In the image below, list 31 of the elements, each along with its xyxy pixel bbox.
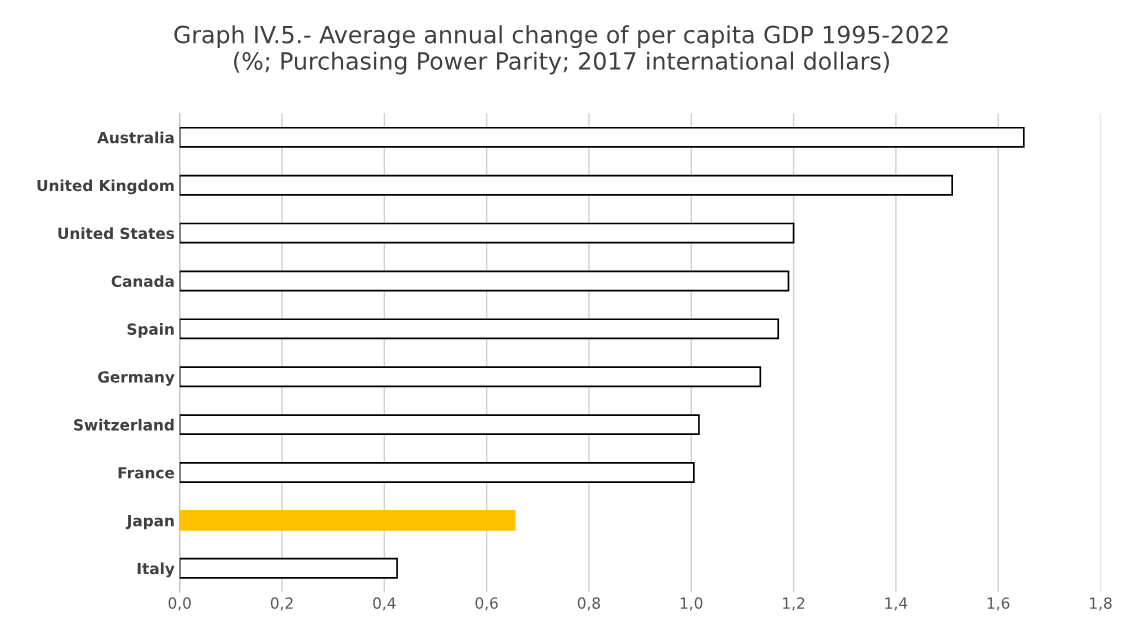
bar	[179, 557, 398, 579]
y-tick-label: Germany	[98, 371, 175, 386]
chart-title: Graph IV.5.- Average annual change of per capita GDP 1995-2022 (%; Purchasing Power Parity; 2017 international dollars)	[174, 25, 948, 75]
bar	[179, 174, 954, 196]
bar	[179, 414, 700, 436]
x-tick-label: 0,4	[373, 597, 396, 611]
bar	[179, 318, 780, 340]
x-tick-label: 1,2	[783, 597, 805, 611]
bar	[179, 462, 695, 483]
y-tick-label: United Kingdom	[37, 179, 174, 195]
y-tick-label: Canada	[111, 275, 174, 287]
y-tick-label: Japan	[125, 515, 174, 530]
bar	[179, 222, 795, 244]
x-tick-label: 1,6	[987, 597, 1010, 611]
x-tick-label: 0,2	[270, 597, 293, 611]
bar	[179, 366, 762, 388]
x-tick-label: 1,8	[1090, 597, 1112, 611]
y-tick-label: France	[118, 467, 175, 479]
x-tick-label: 0,0	[168, 597, 191, 611]
y-tick-label: Italy	[137, 562, 175, 578]
x-tick-label: 1,0	[680, 597, 703, 611]
x-tick-label: 0,8	[577, 597, 601, 611]
x-tick-label: 1,4	[885, 597, 908, 611]
bar	[179, 270, 790, 292]
x-tick-label: 0,6	[475, 597, 498, 611]
bar	[179, 126, 1025, 148]
bar	[179, 509, 516, 531]
y-tick-label: Australia	[97, 131, 174, 144]
y-tick-label: Switzerland	[74, 418, 174, 431]
y-tick-label: Spain	[127, 323, 174, 338]
y-tick-label: United States	[58, 227, 175, 240]
